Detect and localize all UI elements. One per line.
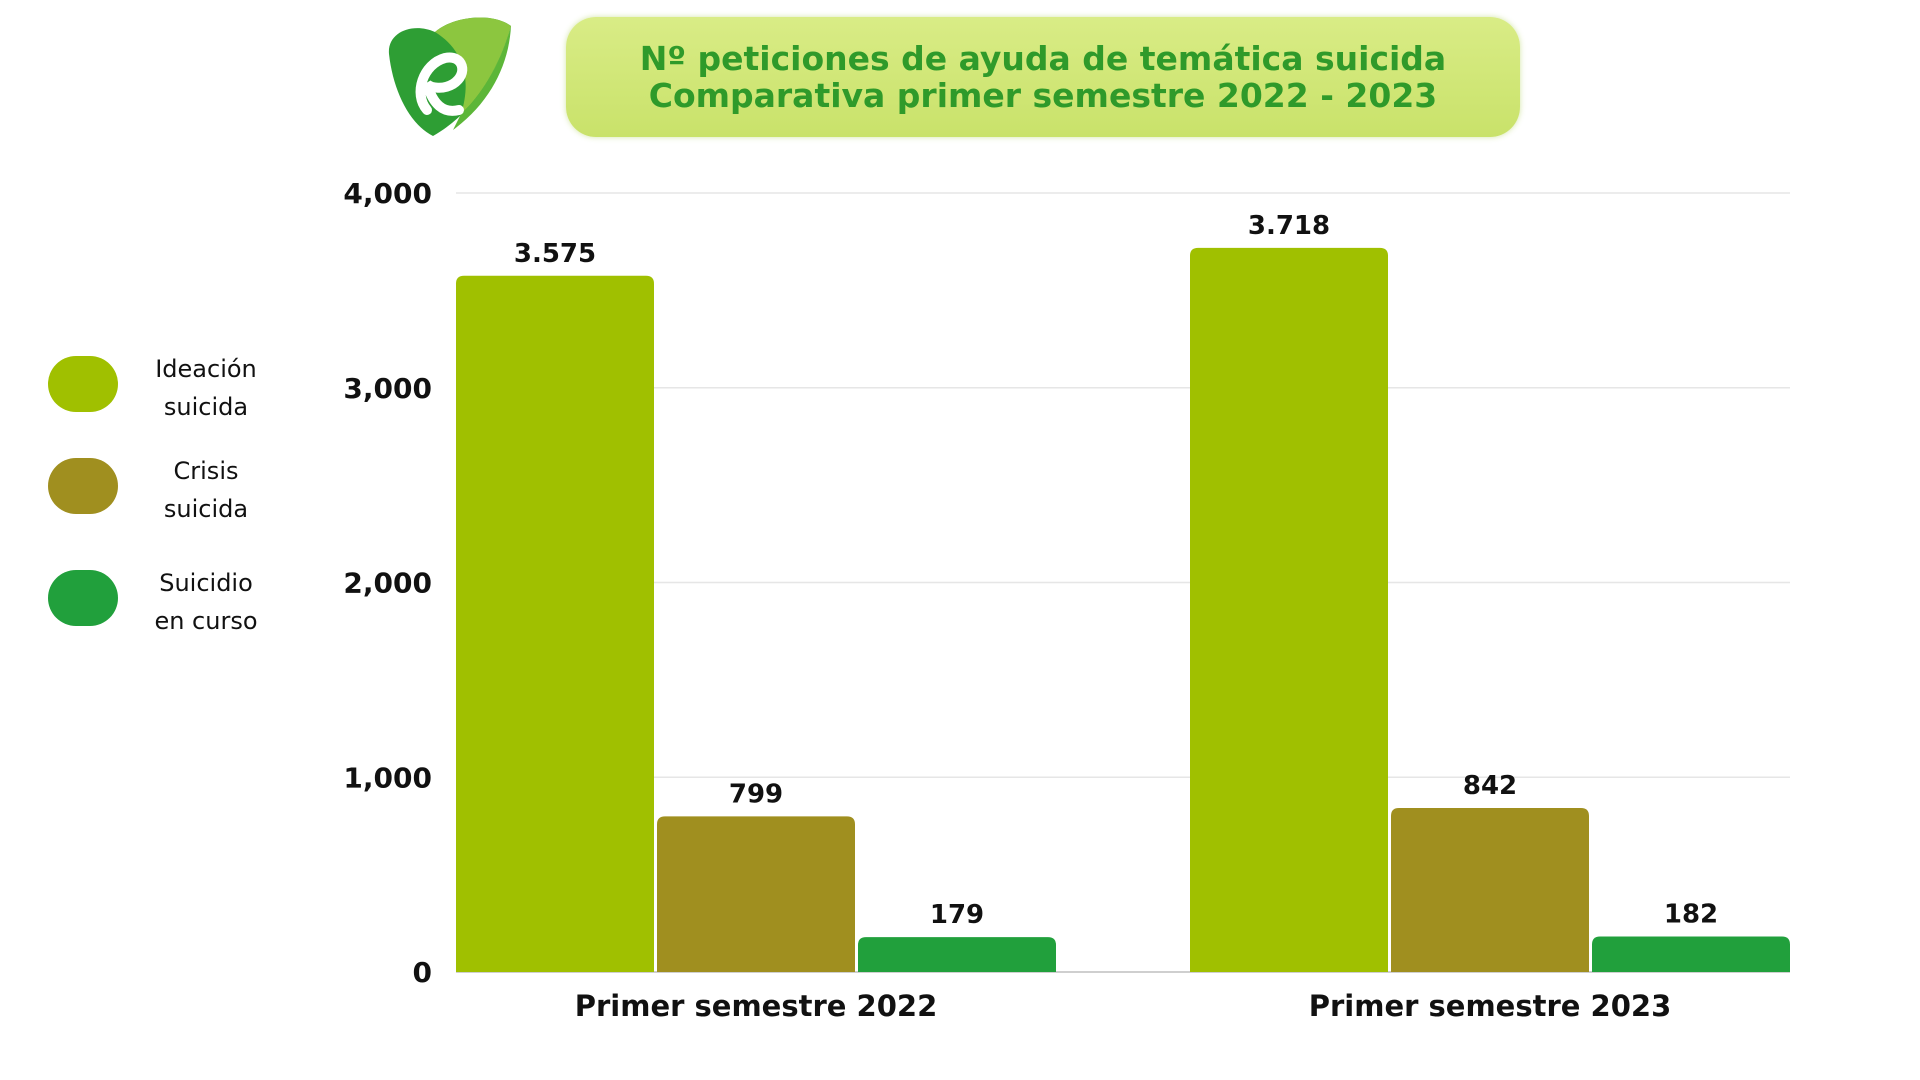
legend-label-crisis: Crisis suicida xyxy=(163,457,249,523)
bar-ideacion-2 xyxy=(1190,247,1388,972)
chart-title-banner: Nº peticiones de ayuda de temática suici… xyxy=(566,17,1520,137)
legend-swatch-ideacion xyxy=(48,356,118,412)
legend-swatch-suicidio xyxy=(48,570,118,626)
logo-icon xyxy=(388,17,511,136)
bar-suicidio-2 xyxy=(1592,936,1790,972)
x-category-label: Primer semestre 2023 xyxy=(1309,989,1672,1023)
legend-item-crisis: Crisis suicida xyxy=(48,452,288,532)
data-label-crisis-1: 799 xyxy=(729,779,783,809)
y-tick-label: 2,000 xyxy=(343,567,432,600)
bar-crisis-2 xyxy=(1391,808,1589,972)
data-label-suicidio-1: 179 xyxy=(930,900,984,930)
y-tick-label: 1,000 xyxy=(343,761,432,794)
data-label-ideacion-2: 3.718 xyxy=(1248,211,1330,241)
chart-title-line-1: Nº peticiones de ayuda de temática suici… xyxy=(639,39,1447,78)
legend-label-ideacion: Ideación suicida xyxy=(155,355,257,421)
data-label-ideacion-1: 3.575 xyxy=(514,239,596,269)
legend-label-suicidio: Suicidio en curso xyxy=(154,569,258,635)
y-tick-label: 3,000 xyxy=(343,372,432,405)
bar-suicidio-1 xyxy=(858,937,1056,972)
data-label-crisis-2: 842 xyxy=(1463,771,1517,801)
data-label-suicidio-2: 182 xyxy=(1664,900,1718,930)
x-category-label: Primer semestre 2022 xyxy=(575,989,938,1023)
legend-item-suicidio: Suicidio en curso xyxy=(48,564,288,644)
chart-title-line-2: Comparativa primer semestre 2022 - 2023 xyxy=(648,76,1438,115)
legend-item-ideacion: Ideación suicida xyxy=(48,350,288,430)
bar-crisis-1 xyxy=(657,816,855,972)
y-tick-label: 4,000 xyxy=(343,177,432,210)
y-tick-label: 0 xyxy=(413,956,432,989)
legend-swatch-crisis xyxy=(48,458,118,514)
bar-ideacion-1 xyxy=(456,275,654,972)
